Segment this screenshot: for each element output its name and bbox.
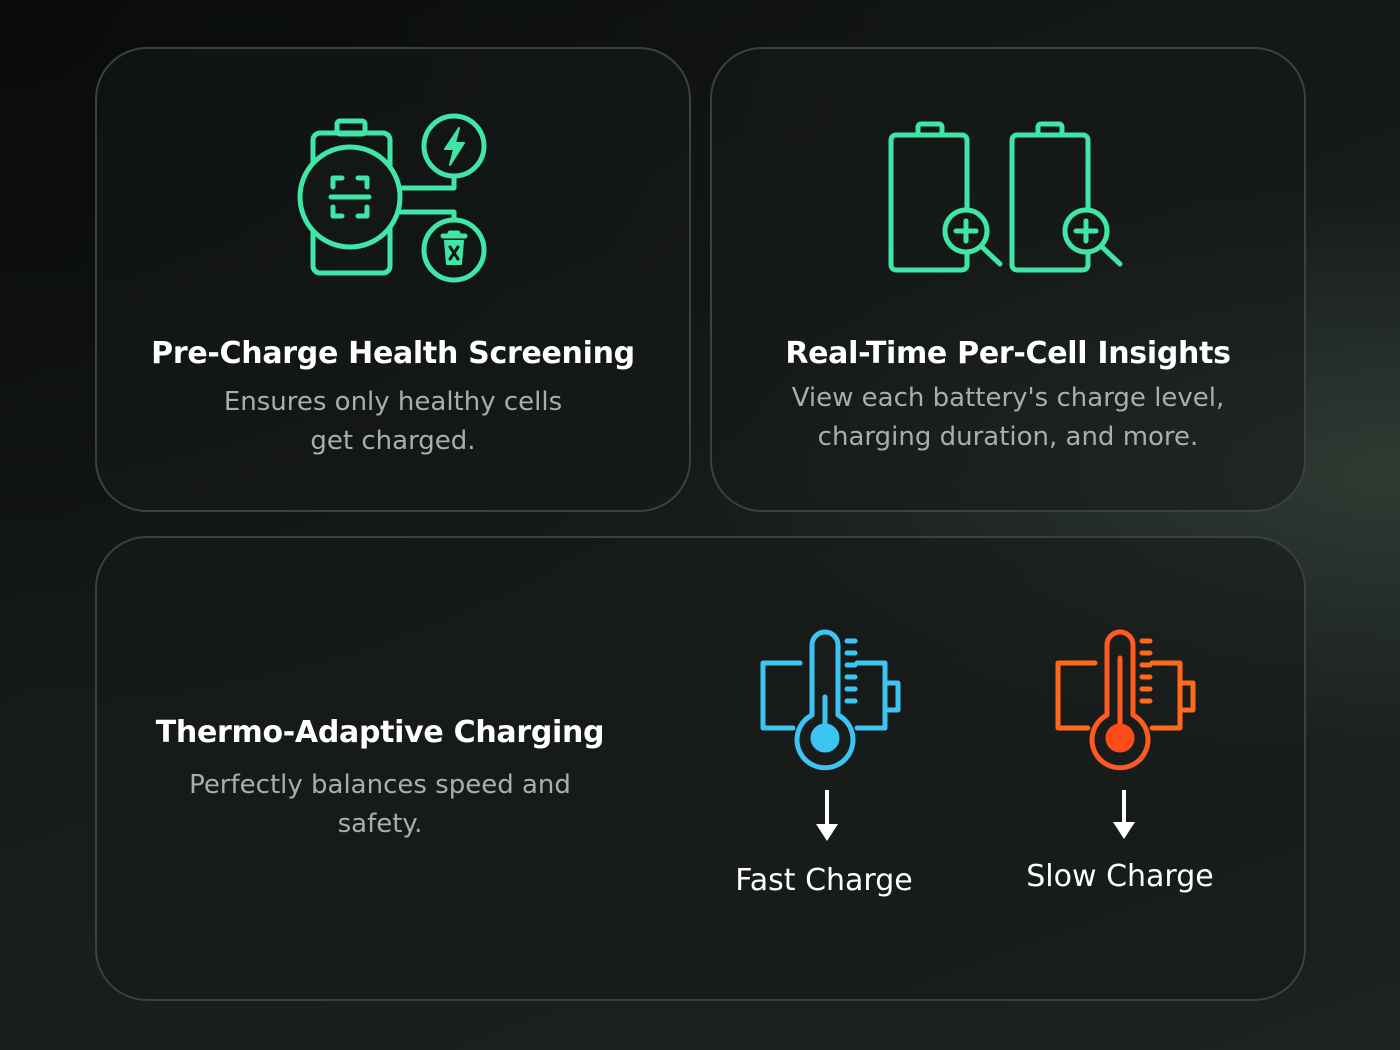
slow-charge-label: Slow Charge bbox=[1026, 859, 1214, 894]
card-description: Ensures only healthy cells get charged. bbox=[223, 387, 563, 456]
card-title: Thermo-Adaptive Charging bbox=[155, 715, 605, 750]
card-title: Pre-Charge Health Screening bbox=[151, 336, 635, 371]
card-pre-charge-health bbox=[95, 47, 691, 512]
card-thermo-adaptive bbox=[95, 536, 1306, 1001]
card-description: Perfectly balances speed and safety. bbox=[189, 770, 571, 839]
fast-charge-label: Fast Charge bbox=[735, 863, 913, 898]
card-title: Real-Time Per-Cell Insights bbox=[785, 336, 1231, 371]
card-description: View each battery's charge level, chargi… bbox=[791, 383, 1225, 452]
card-per-cell-insights bbox=[710, 47, 1306, 512]
